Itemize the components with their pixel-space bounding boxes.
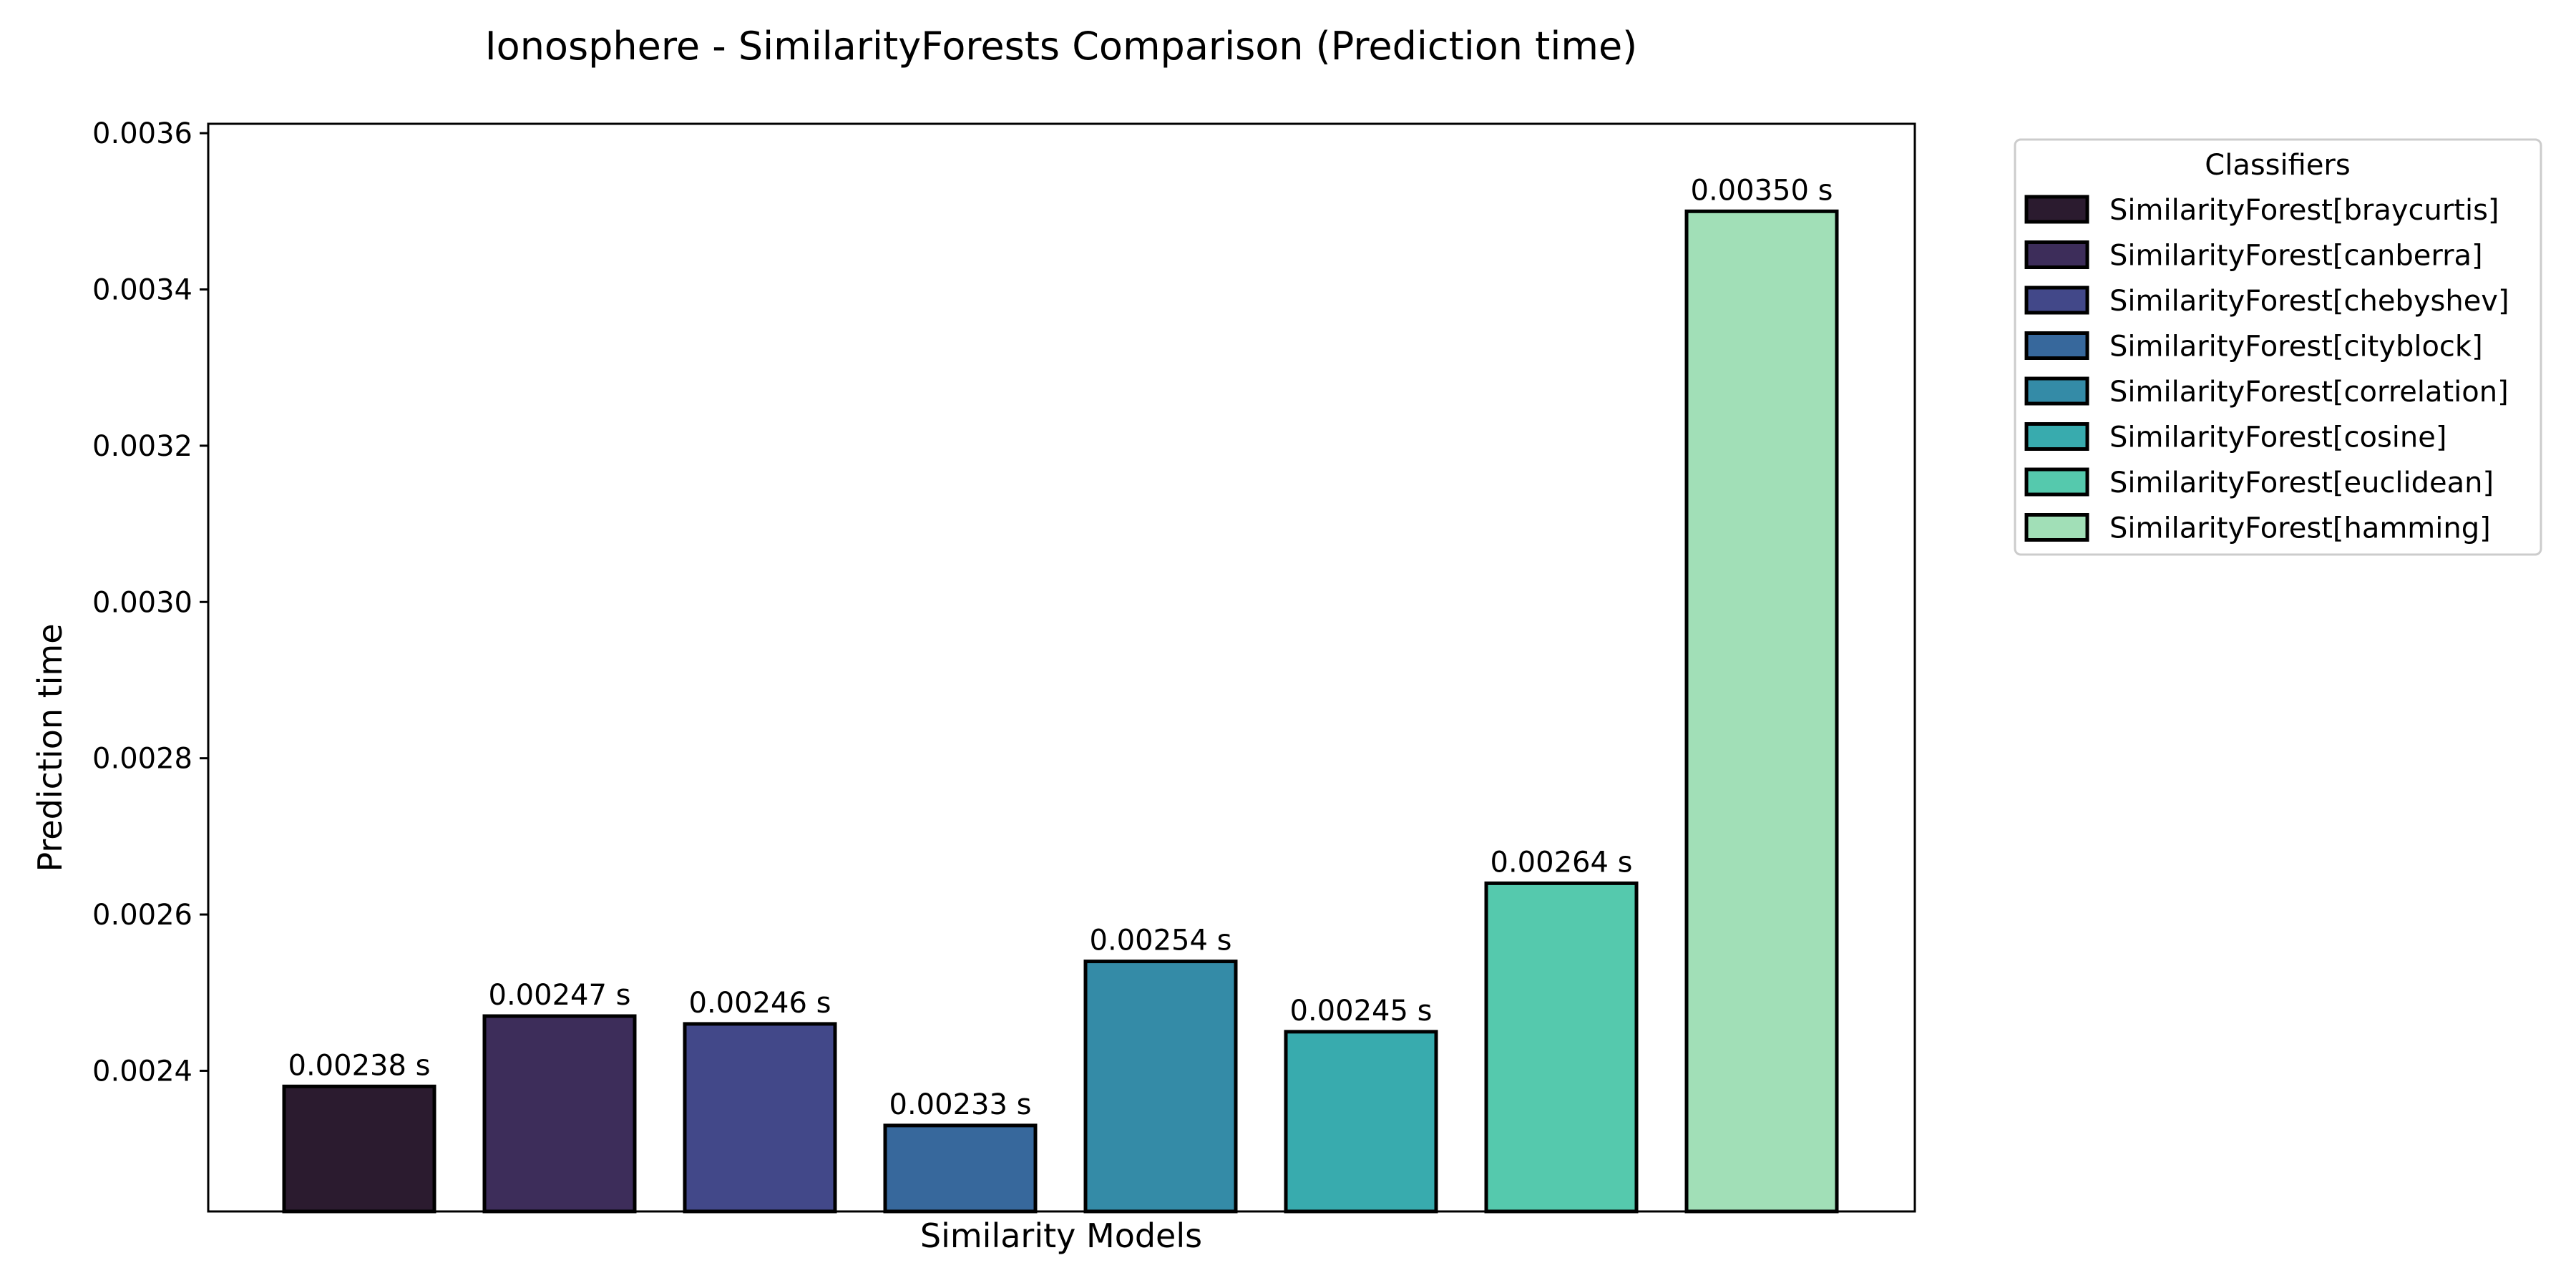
value-labels: 0.00238 s 0.00247 s 0.00246 s 0.00233 s 0.00… — [288, 174, 1833, 1121]
bar-value-label: 0.00247 s — [489, 979, 631, 1012]
legend-label: SimilarityForest[cosine] — [2109, 421, 2446, 454]
bar — [683, 1022, 837, 1214]
y-tick-label: 0.0028 — [92, 743, 192, 776]
legend-label: SimilarityForest[euclidean] — [2109, 467, 2494, 499]
y-tick-label: 0.0036 — [92, 117, 192, 150]
y-tick-label: 0.0032 — [92, 430, 192, 463]
y-tick-label: 0.0026 — [92, 899, 192, 932]
bar — [1684, 209, 1839, 1214]
plot-frame — [207, 122, 1916, 1213]
y-axis-label: Prediction time — [31, 623, 69, 872]
legend-swatch — [2024, 513, 2089, 542]
legend-swatch — [2024, 467, 2089, 497]
y-axis-ticks: 0.0024 0.0026 0.0028 0.0030 0.0032 0.0034 0.00… — [92, 117, 208, 1088]
legend-swatch — [2024, 286, 2089, 315]
legend-label: SimilarityForest[correlation] — [2109, 376, 2509, 409]
chart-title: Ionosphere - SimilarityForests Compariso… — [485, 24, 1638, 69]
bars — [282, 209, 1839, 1214]
legend-items: SimilarityForest[braycurtis] SimilarityFo… — [2024, 194, 2509, 545]
bar-value-label: 0.00264 s — [1491, 846, 1633, 879]
bar-value-label: 0.00246 s — [689, 987, 831, 1020]
legend-label: SimilarityForest[chebyshev] — [2109, 285, 2509, 318]
legend-frame — [2014, 138, 2542, 556]
legend-swatch — [2024, 195, 2089, 224]
bar — [482, 1014, 637, 1214]
legend-swatch — [2024, 240, 2089, 269]
legend-label: SimilarityForest[hamming] — [2109, 512, 2491, 545]
bar-value-label: 0.00233 s — [889, 1088, 1032, 1121]
legend-swatch — [2024, 331, 2089, 360]
bar — [883, 1123, 1038, 1214]
bar — [282, 1084, 436, 1214]
bar-value-label: 0.00254 s — [1090, 924, 1232, 957]
bar-value-label: 0.00245 s — [1290, 995, 1433, 1028]
bar — [1284, 1030, 1438, 1214]
y-tick-label: 0.0024 — [92, 1055, 192, 1088]
legend-swatch — [2024, 422, 2089, 451]
y-tick-label: 0.0034 — [92, 273, 192, 306]
legend-title: Classifiers — [2205, 149, 2350, 182]
legend-label: SimilarityForest[canberra] — [2109, 240, 2483, 273]
bar-value-label: 0.00350 s — [1691, 174, 1833, 207]
legend-label: SimilarityForest[braycurtis] — [2109, 194, 2499, 227]
legend-swatch — [2024, 376, 2089, 406]
legend-label: SimilarityForest[cityblock] — [2109, 331, 2483, 364]
bar — [1083, 960, 1238, 1214]
bar — [1484, 881, 1639, 1214]
x-axis-label: Similarity Models — [920, 1216, 1202, 1255]
bar-value-label: 0.00238 s — [288, 1049, 431, 1082]
y-tick-label: 0.0030 — [92, 586, 192, 619]
legend: Classifiers SimilarityForest[braycurtis]… — [2014, 138, 2542, 556]
